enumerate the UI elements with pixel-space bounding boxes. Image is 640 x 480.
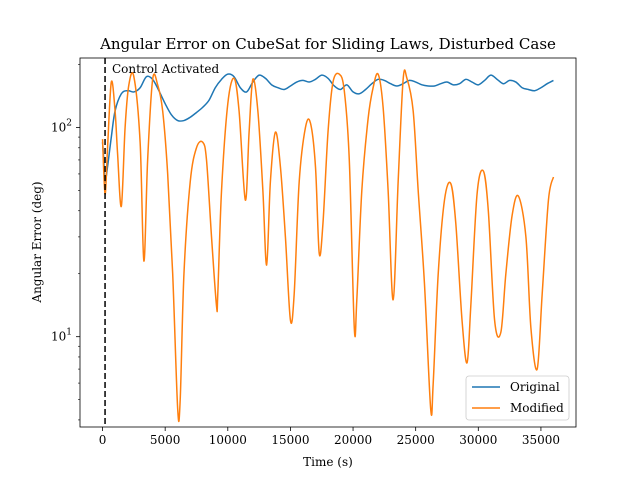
legend-label-modified: Modified: [510, 401, 564, 415]
x-axis: 0 5000 10000 15000 20000 25000 30000 35000: [99, 427, 560, 447]
y-tick-label: 102: [51, 119, 72, 135]
x-tick-label: 0: [99, 433, 107, 447]
x-tick-label: 35000: [522, 433, 560, 447]
legend-label-original: Original: [510, 380, 560, 394]
legend: Original Modified: [465, 375, 570, 421]
y-tick-label: 101: [51, 328, 72, 344]
y-axis: 101 102: [51, 64, 80, 421]
y-axis-label: Angular Error (deg): [30, 181, 44, 303]
x-tick-label: 5000: [150, 433, 181, 447]
series-line-modified: [101, 69, 555, 423]
control-activated-annotation: Control Activated: [112, 62, 219, 76]
x-tick-label: 30000: [459, 433, 497, 447]
x-tick-label: 20000: [334, 433, 372, 447]
series-line-original: [101, 73, 554, 183]
chart-title: Angular Error on CubeSat for Sliding Law…: [99, 35, 556, 53]
x-tick-label: 10000: [209, 433, 247, 447]
x-axis-label: Time (s): [303, 455, 353, 469]
plot-frame: [79, 57, 577, 428]
x-tick-label: 15000: [271, 433, 309, 447]
x-tick-label: 25000: [397, 433, 435, 447]
plot-area: [101, 58, 555, 427]
